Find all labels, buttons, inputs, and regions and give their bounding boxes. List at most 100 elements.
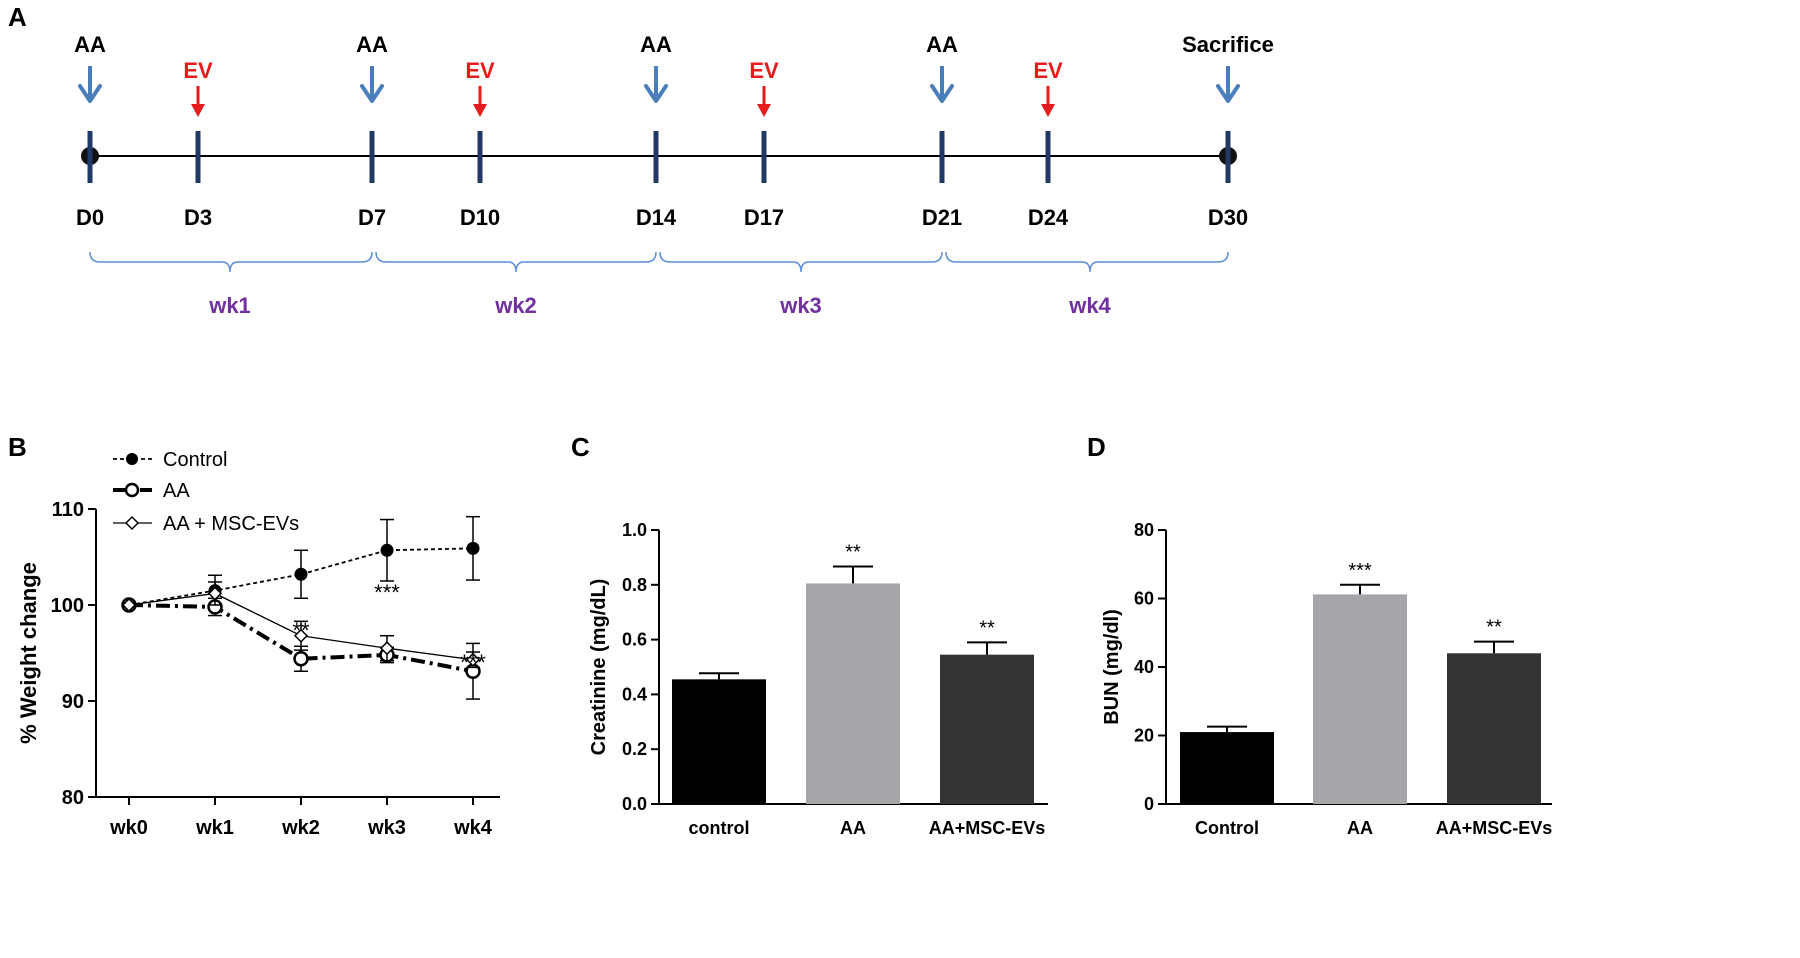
- y-tick-label: 80: [1134, 520, 1154, 540]
- day-label: D7: [358, 205, 386, 230]
- x-tick-label: wk0: [109, 817, 148, 839]
- week-brace: [945, 251, 1229, 273]
- aa-label: AA: [74, 32, 106, 57]
- legend-label: Control: [163, 449, 227, 471]
- data-point: [207, 586, 223, 601]
- significance-label: ***: [1348, 560, 1372, 582]
- x-tick-label: wk4: [453, 817, 493, 839]
- data-point: [293, 651, 309, 667]
- data-point: [465, 652, 481, 667]
- data-point: [466, 541, 480, 555]
- x-tick-label: AA+MSC-EVs: [1436, 818, 1553, 838]
- ev-arrow-icon: [757, 104, 771, 117]
- significance-label: ***: [460, 650, 486, 675]
- aa-arrow-icon: [1216, 84, 1240, 103]
- y-axis-label: BUN (mg/dl): [1101, 609, 1123, 725]
- data-point: [294, 567, 308, 581]
- legend-marker: [126, 453, 138, 465]
- ev-label: EV: [1033, 58, 1063, 83]
- significance-label: **: [979, 617, 995, 639]
- y-tick-label: 0.0: [622, 794, 647, 814]
- panel-letter: C: [571, 432, 590, 462]
- week-brace: [89, 251, 373, 273]
- ev-label: EV: [183, 58, 213, 83]
- panel-c-creatinine-chart: C 0.0 0.2 0.4 0.6 0.8 1.0 Creatinine (mg/dL) con…: [571, 432, 1048, 838]
- data-point: [121, 597, 137, 613]
- ev-label: EV: [749, 58, 779, 83]
- aa-label: AA: [356, 32, 388, 57]
- y-tick-label: 0: [1144, 794, 1154, 814]
- bar: [672, 679, 766, 804]
- aa-label: AA: [640, 32, 672, 57]
- y-tick-label: 100: [51, 595, 84, 617]
- ev-label: EV: [465, 58, 495, 83]
- series-line: [128, 547, 474, 606]
- aa-arrow-icon: [78, 84, 102, 103]
- panel-a-letter: A: [8, 2, 27, 32]
- day-label: D14: [636, 205, 677, 230]
- data-point: [379, 641, 395, 656]
- week-brace: [375, 251, 657, 273]
- panel-b-weight-chart: B 80 90 100 110 wk0 wk1 wk2 wk3 wk4 % Weight chang…: [8, 432, 500, 839]
- x-tick-label: wk1: [195, 817, 234, 839]
- panel-a-timeline: A D0 AA D3 EV D7 AA D10 EV D14 AA D17 EV D21 AA D24 EV D…: [8, 2, 1274, 318]
- y-tick-label: 1.0: [622, 520, 647, 540]
- x-tick-label: wk2: [281, 817, 320, 839]
- day-label: D3: [184, 205, 212, 230]
- x-tick-label: AA+MSC-EVs: [929, 818, 1046, 838]
- bar: [1313, 594, 1407, 804]
- y-tick-label: 40: [1134, 657, 1154, 677]
- series-line: [128, 603, 474, 674]
- significance-label: ***: [374, 580, 400, 605]
- y-tick-label: 90: [62, 691, 84, 713]
- legend-marker: [124, 515, 140, 531]
- data-point: [293, 628, 309, 643]
- day-label: D24: [1028, 205, 1069, 230]
- day-label: D10: [460, 205, 500, 230]
- bar: [806, 583, 900, 804]
- significance-label: **: [845, 541, 861, 563]
- panel-b-letter: B: [8, 432, 27, 462]
- legend-label: AA + MSC-EVs: [163, 513, 299, 535]
- panel-letter: D: [1087, 432, 1106, 462]
- panel-d-bun-chart: D 0 20 40 60 80 BUN (mg/dl) Control AA *** AA+MSC-…: [1087, 432, 1552, 838]
- y-axis-label: Creatinine (mg/dL): [588, 579, 610, 756]
- y-tick-label: 0.8: [622, 575, 647, 595]
- x-tick-label: AA: [840, 818, 866, 838]
- y-tick-label: 80: [62, 787, 84, 809]
- y-tick-label: 60: [1134, 589, 1154, 609]
- week-label: wk2: [494, 293, 537, 318]
- week-brace: [659, 251, 943, 273]
- aa-arrow-icon: [360, 84, 384, 103]
- ev-arrow-icon: [191, 104, 205, 117]
- ev-arrow-icon: [473, 104, 487, 117]
- y-tick-label: 20: [1134, 726, 1154, 746]
- week-label: wk1: [208, 293, 251, 318]
- aa-arrow-icon: [930, 84, 954, 103]
- day-label: D21: [922, 205, 962, 230]
- bar: [940, 654, 1034, 804]
- legend-label: AA: [163, 480, 190, 502]
- sacrifice-label: Sacrifice: [1182, 32, 1274, 57]
- x-tick-label: Control: [1195, 818, 1259, 838]
- x-tick-label: control: [689, 818, 750, 838]
- significance-label: **: [1486, 617, 1502, 639]
- y-tick-label: 0.2: [622, 739, 647, 759]
- bar: [1447, 653, 1541, 804]
- data-point: [380, 543, 394, 557]
- y-tick-label: 0.4: [622, 684, 647, 704]
- day-label: D17: [744, 205, 784, 230]
- week-label: wk4: [1068, 293, 1111, 318]
- week-label: wk3: [779, 293, 822, 318]
- ev-arrow-icon: [1041, 104, 1055, 117]
- x-tick-label: AA: [1347, 818, 1373, 838]
- y-tick-label: 110: [52, 499, 84, 521]
- y-axis-label: % Weight change: [16, 562, 41, 744]
- bar: [1180, 732, 1274, 804]
- aa-arrow-icon: [644, 84, 668, 103]
- day-label: D30: [1208, 205, 1248, 230]
- aa-label: AA: [926, 32, 958, 57]
- y-tick-label: 0.6: [622, 630, 647, 650]
- day-label: D0: [76, 205, 104, 230]
